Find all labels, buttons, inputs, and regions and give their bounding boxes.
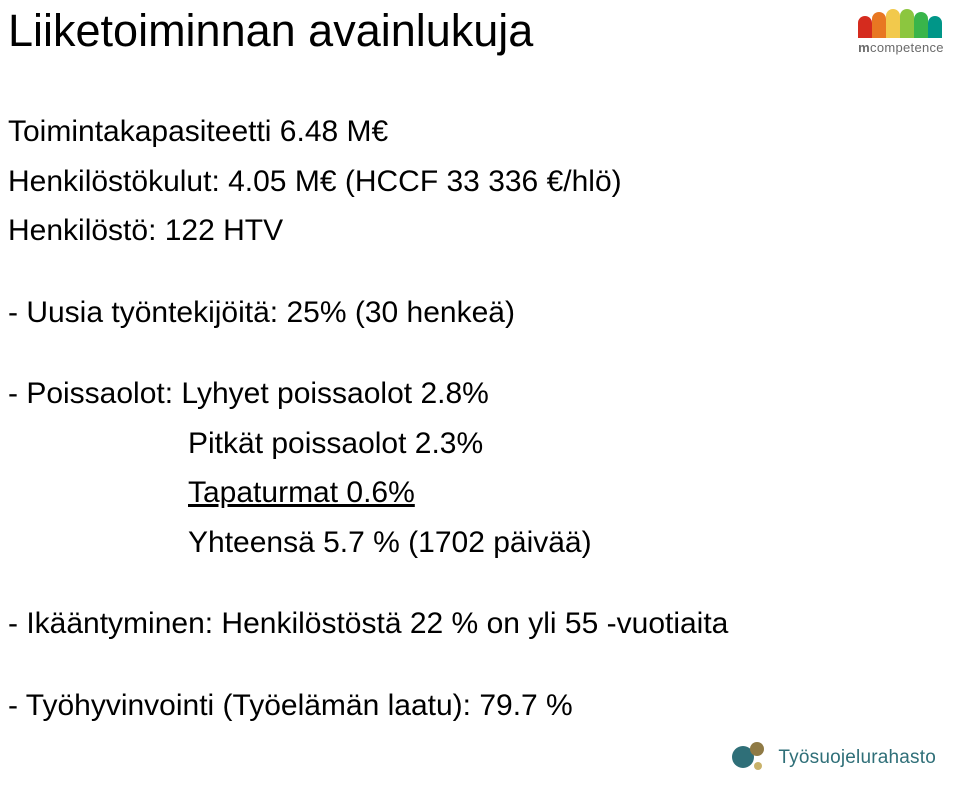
- arc-lightgreen: [900, 9, 914, 38]
- arc-orange: [872, 12, 886, 38]
- mcompetence-logo: mcompetence: [858, 8, 944, 55]
- absences-accidents: Tapaturmat 0.6%: [8, 471, 920, 515]
- page-title: Liiketoiminnan avainlukuja: [8, 4, 533, 58]
- bullet-aging: - Ikääntyminen: Henkilöstöstä 22 % on yl…: [8, 602, 920, 646]
- absences-total: Yhteensä 5.7 % (1702 päivää): [8, 521, 920, 565]
- tyosuojelurahasto-logo: Työsuojelurahasto: [724, 736, 944, 780]
- bullet-absences: - Poissaolot: Lyhyet poissaolot 2.8%: [8, 372, 920, 416]
- arc-green: [914, 12, 928, 38]
- body-text: Toimintakapasiteetti 6.48 M€ Henkilöstök…: [8, 110, 920, 733]
- line-staff: Henkilöstö: 122 HTV: [8, 209, 920, 253]
- dot-sm: [754, 762, 762, 770]
- arc-teal: [928, 16, 942, 38]
- dot-mid: [750, 742, 764, 756]
- mcompetence-text: mcompetence: [858, 40, 944, 55]
- bullet-wellbeing: - Työhyvinvointi (Työelämän laatu): 79.7…: [8, 684, 920, 728]
- slide: Liiketoiminnan avainlukuja mcompetence T…: [0, 0, 960, 792]
- tsr-text: Työsuojelurahasto: [778, 747, 936, 769]
- rainbow-arcs-icon: [858, 8, 944, 38]
- arc-red: [858, 16, 872, 38]
- bullet-new-employees: - Uusia työntekijöitä: 25% (30 henkeä): [8, 291, 920, 335]
- line-costs: Henkilöstökulut: 4.05 M€ (HCCF 33 336 €/…: [8, 160, 920, 204]
- arc-yellow: [886, 9, 900, 38]
- absences-long: Pitkät poissaolot 2.3%: [8, 422, 920, 466]
- tsr-dots-icon: [732, 740, 768, 776]
- line-capacity: Toimintakapasiteetti 6.48 M€: [8, 110, 920, 154]
